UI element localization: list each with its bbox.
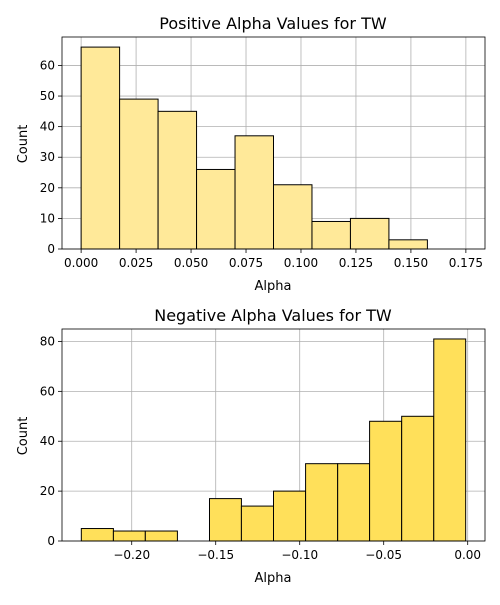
histogram-bar bbox=[305, 463, 339, 542]
histogram-bar bbox=[119, 98, 159, 250]
histogram-bar bbox=[240, 505, 274, 542]
histogram-bar bbox=[273, 490, 307, 542]
x-tick-label: 0.050 bbox=[174, 256, 208, 270]
bars bbox=[80, 46, 428, 250]
y-axis-label: Count bbox=[16, 125, 31, 164]
axes-frame bbox=[61, 36, 486, 250]
y-tick-label: 50 bbox=[40, 89, 55, 103]
x-tick-label: −0.10 bbox=[281, 548, 318, 562]
histogram-bar bbox=[401, 415, 435, 542]
histogram-bar bbox=[349, 217, 390, 250]
x-axis-label: Alpha bbox=[255, 571, 292, 586]
histogram-bar bbox=[433, 338, 467, 542]
y-axis-ticks: 0 20 40 60 80 bbox=[40, 334, 62, 548]
x-tick-label: 0.000 bbox=[64, 256, 98, 270]
histogram-bar bbox=[80, 528, 114, 542]
histogram-bar bbox=[112, 530, 146, 542]
y-tick-label: 80 bbox=[40, 334, 55, 348]
x-axis-label: Alpha bbox=[255, 279, 292, 294]
y-tick-label: 0 bbox=[47, 534, 55, 548]
y-tick-label: 0 bbox=[47, 242, 55, 256]
x-tick-label: 0.125 bbox=[339, 256, 373, 270]
x-tick-label: 0.100 bbox=[284, 256, 318, 270]
histogram-bar bbox=[388, 239, 428, 250]
x-tick-label: 0.025 bbox=[119, 256, 153, 270]
y-tick-label: 40 bbox=[40, 434, 55, 448]
y-tick-label: 20 bbox=[40, 484, 55, 498]
x-tick-label: −0.15 bbox=[197, 548, 234, 562]
bars bbox=[80, 338, 467, 542]
histogram-bar bbox=[273, 184, 313, 250]
histogram-bar bbox=[337, 463, 371, 542]
x-axis-ticks: 0.000 0.025 0.050 0.075 0.100 0.125 0.150 0.175 bbox=[64, 249, 483, 270]
y-tick-label: 10 bbox=[40, 211, 55, 225]
histogram-bar bbox=[234, 135, 274, 250]
histogram-bar bbox=[311, 220, 351, 250]
positive-alpha-chart: Positive Alpha Values for TW Alpha Count… bbox=[16, 14, 486, 294]
x-tick-label: 0.150 bbox=[394, 256, 428, 270]
x-tick-label: 0.075 bbox=[229, 256, 263, 270]
histogram-bar bbox=[369, 420, 403, 542]
x-tick-label: 0.00 bbox=[454, 548, 481, 562]
x-tick-label: −0.05 bbox=[365, 548, 402, 562]
y-axis-label: Count bbox=[16, 417, 31, 456]
y-tick-label: 60 bbox=[40, 384, 55, 398]
x-tick-label: −0.20 bbox=[113, 548, 150, 562]
y-tick-label: 30 bbox=[40, 150, 55, 164]
axes-frame bbox=[61, 328, 486, 542]
histogram-bar bbox=[196, 168, 236, 250]
histogram-bar bbox=[157, 110, 198, 250]
y-tick-label: 60 bbox=[40, 58, 55, 72]
y-tick-label: 20 bbox=[40, 181, 55, 195]
x-axis-ticks: −0.20 −0.15 −0.10 −0.05 0.00 bbox=[113, 541, 481, 562]
y-tick-label: 40 bbox=[40, 120, 55, 134]
negative-alpha-chart: Negative Alpha Values for TW Alpha Count… bbox=[16, 306, 486, 586]
chart-title: Positive Alpha Values for TW bbox=[159, 14, 387, 33]
histogram-bar bbox=[144, 530, 178, 542]
chart-title: Negative Alpha Values for TW bbox=[154, 306, 392, 325]
x-tick-label: 0.175 bbox=[449, 256, 483, 270]
histogram-bar bbox=[208, 498, 242, 542]
histogram-bar bbox=[80, 46, 121, 250]
y-axis-ticks: 0 10 20 30 40 50 60 bbox=[40, 58, 62, 256]
